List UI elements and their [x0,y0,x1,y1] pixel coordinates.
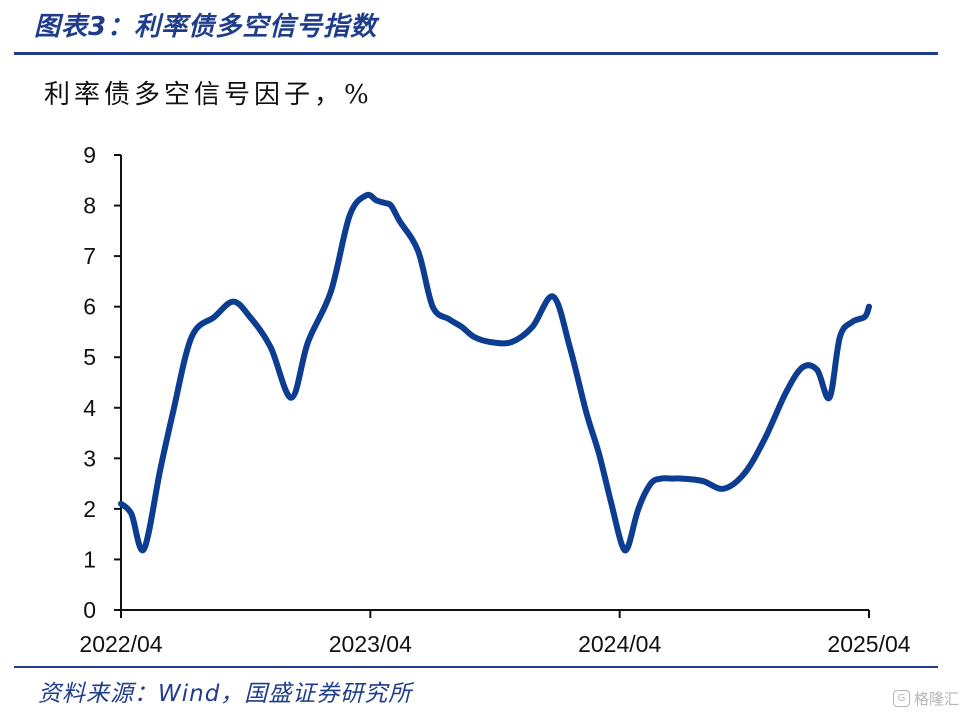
y-tick-label: 2 [83,496,96,522]
y-axis-ticks: 0 1 2 3 4 5 6 7 8 9 [83,142,121,623]
watermark-logo-icon: G [892,690,910,707]
y-tick-label: 5 [83,344,96,370]
x-tick-label: 2023/04 [329,631,412,657]
watermark: G 格隆汇 [892,688,959,709]
x-tick-label: 2024/04 [578,631,661,657]
x-tick-label: 2022/04 [79,631,162,657]
y-tick-label: 1 [83,546,96,572]
title-divider [14,52,938,55]
y-tick-label: 3 [83,445,96,471]
x-axis-ticks: 2022/04 2023/04 2024/04 2025/04 [79,610,911,657]
y-tick-label: 6 [83,294,96,320]
series-line-0 [118,191,872,554]
chart-subtitle: 利率债多空信号因子，% [44,80,373,110]
figure-title: 图表3：利率债多空信号指数 [34,12,378,42]
y-tick-label: 7 [83,243,96,269]
chart-axes [120,155,869,611]
source-note: 资料来源：Wind，国盛证券研究所 [38,681,413,707]
y-tick-label: 4 [83,395,96,421]
footer-divider [14,666,938,668]
series-group [118,191,872,554]
y-tick-label: 8 [83,193,96,219]
y-tick-label: 9 [83,142,96,168]
x-tick-label: 2025/04 [827,631,910,657]
y-tick-label: 0 [83,597,96,623]
watermark-text: 格隆汇 [913,690,959,708]
